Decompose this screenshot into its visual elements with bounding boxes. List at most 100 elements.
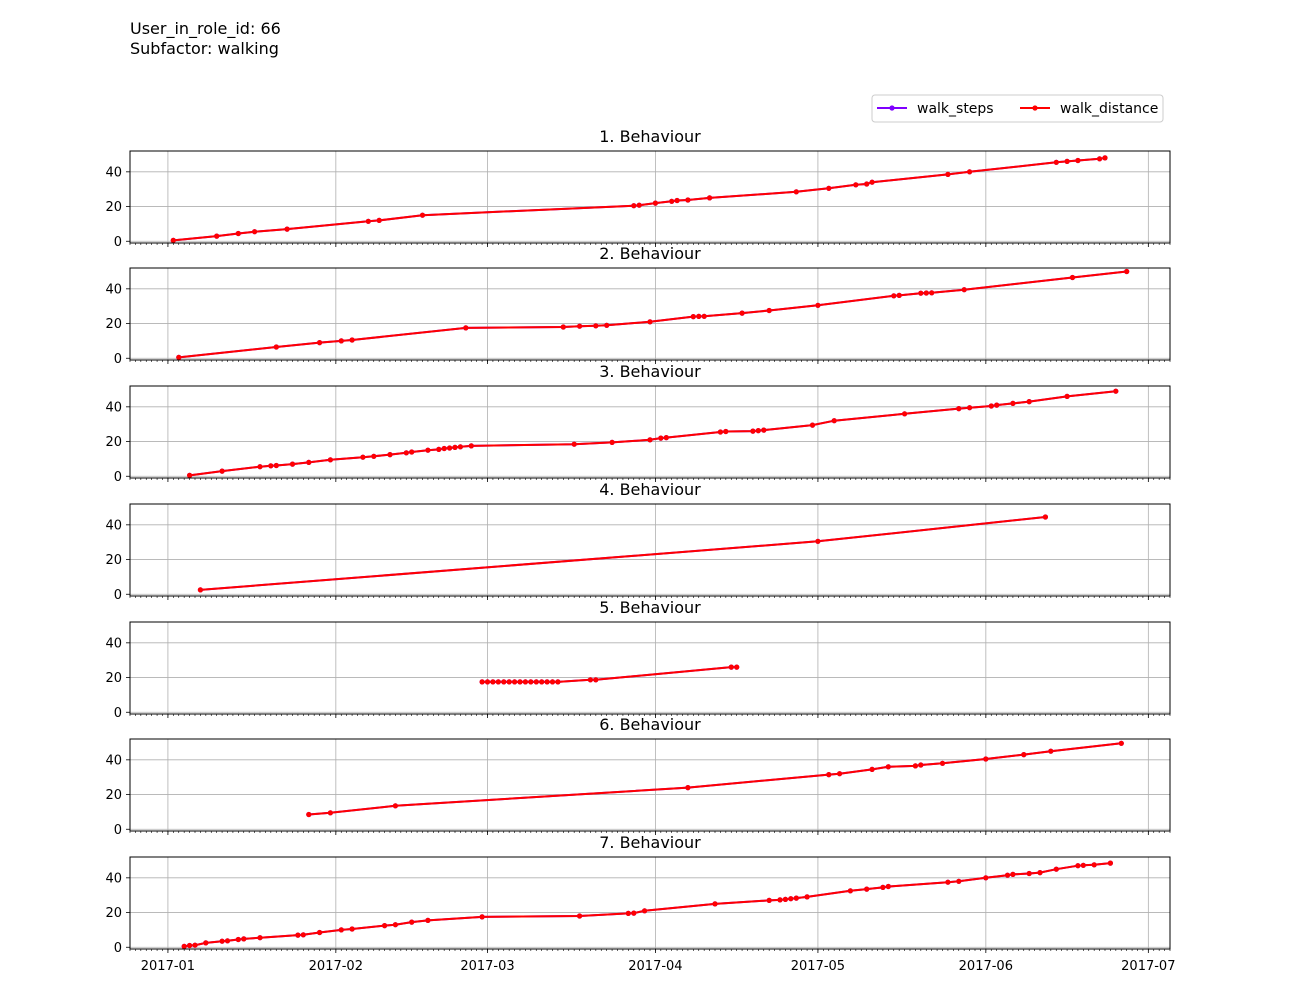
data-point-walk-distance bbox=[327, 810, 333, 816]
data-point-walk-distance bbox=[501, 679, 507, 685]
data-point-walk-distance bbox=[1124, 268, 1130, 275]
data-point-walk-distance bbox=[176, 354, 182, 360]
x-tick-label: 2017-06 bbox=[959, 959, 1013, 974]
data-point-walk-distance bbox=[224, 938, 231, 944]
data-point-walk-distance bbox=[625, 910, 631, 917]
y-tick-label: 0 bbox=[114, 352, 122, 367]
data-point-walk-distance bbox=[885, 883, 891, 890]
data-point-walk-distance bbox=[181, 943, 187, 950]
data-point-walk-distance bbox=[750, 428, 756, 434]
data-point-walk-distance bbox=[837, 771, 843, 777]
panel-frame bbox=[129, 503, 1171, 597]
data-point-walk-distance bbox=[549, 679, 556, 685]
x-tick-label: 2017-02 bbox=[309, 959, 363, 974]
panel-title: 6. Behaviour bbox=[599, 715, 701, 734]
data-point-walk-distance bbox=[1102, 155, 1108, 161]
data-point-walk-distance bbox=[593, 677, 599, 683]
behaviour-panel-6: 6. Behaviour 0 20 40 bbox=[105, 715, 1171, 838]
data-point-walk-distance bbox=[707, 195, 713, 201]
data-point-walk-distance bbox=[804, 894, 810, 900]
data-point-walk-distance bbox=[902, 411, 908, 417]
data-point-walk-distance bbox=[923, 290, 929, 296]
data-point-walk-distance bbox=[777, 897, 783, 903]
data-point-walk-distance bbox=[387, 452, 393, 458]
y-tick-label: 0 bbox=[114, 941, 122, 956]
y-tick-label: 40 bbox=[105, 282, 122, 297]
data-point-walk-distance bbox=[468, 443, 474, 449]
y-tick-label: 40 bbox=[105, 636, 122, 651]
data-point-walk-distance bbox=[425, 917, 431, 924]
data-point-walk-distance bbox=[522, 679, 529, 685]
data-point-walk-distance bbox=[723, 428, 729, 435]
x-tick-label: 2017-05 bbox=[791, 959, 845, 974]
data-point-walk-distance bbox=[1004, 872, 1011, 878]
y-tick-label: 40 bbox=[105, 400, 122, 415]
data-point-walk-distance bbox=[869, 766, 875, 773]
data-point-walk-distance bbox=[306, 811, 312, 818]
user-role-label: User_in_role_id: 66 bbox=[130, 19, 281, 38]
y-tick-label: 40 bbox=[105, 753, 122, 768]
data-point-walk-distance bbox=[945, 171, 951, 177]
data-point-walk-distance bbox=[1097, 156, 1103, 162]
data-point-walk-distance bbox=[235, 936, 241, 943]
data-point-walk-distance bbox=[1042, 514, 1048, 520]
data-point-walk-distance bbox=[685, 197, 691, 203]
data-point-walk-distance bbox=[539, 679, 545, 685]
data-point-walk-distance bbox=[983, 875, 989, 881]
data-point-walk-distance bbox=[826, 185, 832, 191]
data-point-walk-distance bbox=[1037, 870, 1043, 876]
legend-label-walk-steps: walk_steps bbox=[917, 101, 994, 117]
data-point-walk-distance bbox=[252, 229, 258, 235]
data-point-walk-distance bbox=[956, 406, 962, 412]
data-point-walk-distance bbox=[766, 307, 772, 314]
y-tick-label: 20 bbox=[105, 906, 122, 921]
data-point-walk-distance bbox=[847, 888, 854, 894]
y-tick-label: 40 bbox=[105, 518, 122, 533]
series-line-walk-distance bbox=[308, 742, 1122, 816]
data-point-walk-distance bbox=[587, 677, 594, 683]
data-point-walk-distance bbox=[929, 290, 935, 296]
data-point-walk-distance bbox=[436, 446, 442, 452]
y-tick-label: 20 bbox=[105, 200, 122, 215]
panel-title: 3. Behaviour bbox=[599, 362, 701, 381]
data-point-walk-distance bbox=[533, 679, 539, 685]
data-point-walk-distance bbox=[300, 932, 306, 938]
y-tick-label: 0 bbox=[114, 588, 122, 603]
data-point-walk-distance bbox=[577, 323, 583, 329]
data-point-walk-distance bbox=[647, 319, 653, 325]
y-tick-label: 0 bbox=[114, 823, 122, 838]
panel-title: 5. Behaviour bbox=[599, 598, 701, 617]
data-point-walk-distance bbox=[853, 182, 859, 188]
data-point-walk-distance bbox=[409, 449, 415, 455]
panel-title: 1. Behaviour bbox=[599, 127, 701, 146]
y-tick-label: 20 bbox=[105, 317, 122, 332]
data-point-walk-distance bbox=[365, 218, 371, 224]
data-point-walk-distance bbox=[690, 314, 696, 320]
data-point-walk-distance bbox=[1053, 866, 1059, 872]
data-point-walk-distance bbox=[967, 169, 973, 175]
data-point-walk-distance bbox=[831, 418, 837, 424]
data-point-walk-distance bbox=[241, 936, 247, 942]
data-point-walk-distance bbox=[1069, 274, 1076, 281]
data-point-walk-distance bbox=[479, 914, 485, 920]
data-point-walk-distance bbox=[967, 405, 973, 411]
data-point-walk-distance bbox=[338, 927, 344, 933]
data-point-walk-distance bbox=[869, 179, 875, 185]
data-point-walk-distance bbox=[441, 445, 447, 452]
data-point-walk-distance bbox=[788, 896, 794, 902]
data-point-walk-distance bbox=[560, 324, 566, 330]
data-point-walk-distance bbox=[257, 935, 263, 941]
data-point-walk-distance bbox=[1021, 752, 1027, 758]
data-point-walk-distance bbox=[761, 427, 767, 433]
data-point-walk-distance bbox=[317, 929, 323, 936]
data-point-walk-distance bbox=[306, 459, 312, 465]
data-point-walk-distance bbox=[766, 897, 772, 904]
data-point-walk-distance bbox=[793, 189, 799, 195]
data-point-walk-distance bbox=[939, 760, 946, 766]
y-tick-label: 20 bbox=[105, 435, 122, 450]
data-point-walk-distance bbox=[463, 325, 469, 331]
data-point-walk-distance bbox=[317, 340, 323, 346]
data-point-walk-distance bbox=[484, 679, 491, 685]
series-line-walk-distance bbox=[189, 390, 1116, 477]
